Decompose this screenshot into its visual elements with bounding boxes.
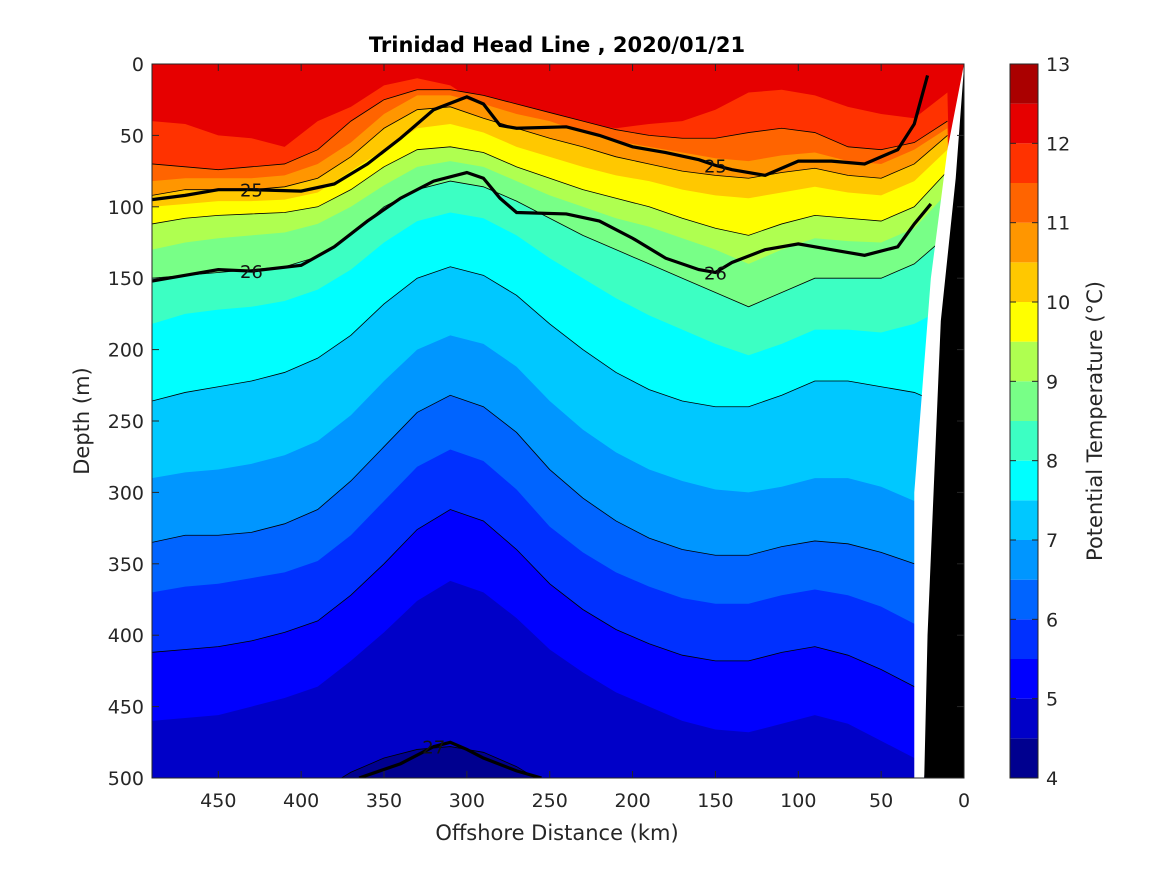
density-contour-26 xyxy=(152,170,933,283)
colorbar-label: Potential Temperature (°C) xyxy=(1083,281,1107,561)
colorbar: 4 5 6 7 8 9 10 11 12 13 xyxy=(1009,54,1070,790)
colorbar-segment xyxy=(1010,698,1038,739)
colorbar-segment xyxy=(1010,421,1038,461)
colorbar-tick-label: 12 xyxy=(1046,133,1070,155)
density-contour-27 xyxy=(358,740,542,778)
thin-contour xyxy=(152,266,948,408)
thin-contour xyxy=(152,394,948,582)
x-tick-label: 300 xyxy=(449,790,485,812)
colorbar-segment xyxy=(1010,579,1038,620)
band-below-4.5 xyxy=(341,746,536,778)
colorbar-tick-label: 5 xyxy=(1046,689,1058,711)
contour-label-27: 27 xyxy=(422,738,445,759)
x-axis-ticks: 450 400 350 300 250 200 150 100 50 0 xyxy=(200,64,970,812)
y-tick-label: 400 xyxy=(108,625,144,647)
colorbar-segment xyxy=(1010,619,1038,659)
contour-label-25: 25 xyxy=(704,156,727,177)
colorbar-tick-label: 9 xyxy=(1046,371,1058,393)
y-tick-label: 450 xyxy=(108,697,144,719)
chart-title: Trinidad Head Line , 2020/01/21 xyxy=(369,33,745,57)
density-contours: 25 25 26 26 27 xyxy=(152,75,948,778)
colorbar-segment xyxy=(1010,341,1038,382)
y-axis-label: Depth (m) xyxy=(70,367,94,474)
seafloor-slope xyxy=(924,66,964,778)
x-tick-label: 400 xyxy=(283,790,319,812)
colorbar-segment xyxy=(1010,183,1038,223)
thin-contour xyxy=(152,146,948,236)
thin-contour xyxy=(152,89,948,171)
bathymetry xyxy=(914,64,964,778)
colorbar-segment xyxy=(1010,738,1038,778)
colorbar-segment xyxy=(1010,64,1038,104)
y-tick-label: 350 xyxy=(108,554,144,576)
colorbar-segment xyxy=(1010,500,1038,540)
x-tick-label: 50 xyxy=(869,790,893,812)
colorbar-tick-label: 10 xyxy=(1046,292,1070,314)
colorbar-segment xyxy=(1010,262,1038,302)
x-tick-label: 250 xyxy=(532,790,568,812)
colorbar-segment xyxy=(1010,103,1038,144)
colorbar-segment xyxy=(1010,460,1038,501)
colorbar-tick-label: 4 xyxy=(1046,768,1058,790)
colorbar-segment xyxy=(1010,540,1038,580)
temperature-bands xyxy=(152,64,964,778)
x-tick-label: 0 xyxy=(958,790,970,812)
band-below-5 xyxy=(152,580,950,778)
colorbar-frame xyxy=(1009,63,1039,779)
contour-label-25: 25 xyxy=(240,181,263,202)
colorbar-tick-label: 8 xyxy=(1046,451,1058,473)
x-tick-label: 450 xyxy=(200,790,236,812)
colorbar-segment xyxy=(1010,143,1038,183)
contour-label-26: 26 xyxy=(704,263,727,284)
colorbar-segment xyxy=(1010,222,1038,263)
contour-label-26: 26 xyxy=(240,262,263,283)
colorbar-tick-label: 6 xyxy=(1046,609,1058,631)
density-contour-25 xyxy=(152,75,930,202)
y-tick-label: 0 xyxy=(132,54,144,76)
colorbar-segment xyxy=(1010,659,1038,699)
colorbar-tick-label: 13 xyxy=(1046,54,1070,76)
y-tick-label: 500 xyxy=(108,768,144,790)
colorbar-tick-label: 11 xyxy=(1046,213,1070,235)
x-tick-label: 150 xyxy=(697,790,733,812)
x-axis-label: Offshore Distance (km) xyxy=(435,821,678,845)
colorbar-segment xyxy=(1010,381,1038,421)
colorbar-segment xyxy=(1010,302,1038,342)
x-tick-label: 350 xyxy=(366,790,402,812)
y-tick-label: 250 xyxy=(108,411,144,433)
colorbar-tick-label: 7 xyxy=(1046,530,1058,552)
y-axis-ticks: 0 50 100 150 200 250 300 350 400 450 500 xyxy=(108,54,964,790)
y-tick-label: 200 xyxy=(108,340,144,362)
y-tick-label: 150 xyxy=(108,268,144,290)
y-tick-label: 300 xyxy=(108,482,144,504)
y-tick-label: 50 xyxy=(120,125,144,147)
x-tick-label: 100 xyxy=(780,790,816,812)
thin-contour xyxy=(152,509,948,707)
x-tick-label: 200 xyxy=(614,790,650,812)
y-tick-label: 100 xyxy=(108,197,144,219)
thin-contour xyxy=(152,106,948,196)
plot-area: 25 25 26 26 27 xyxy=(151,63,965,779)
